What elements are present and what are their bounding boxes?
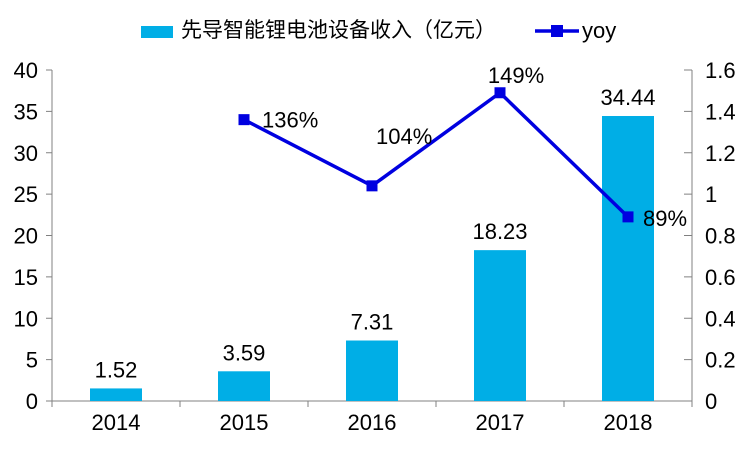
yoy-data-label: 136% [262,108,318,133]
x-axis-category-label: 2015 [220,410,269,435]
yoy-marker-2018 [622,211,634,223]
x-axis-category-label: 2018 [604,410,653,435]
yoy-marker-2015 [238,114,250,126]
left-axis-tick-label: 5 [26,348,38,373]
bar-data-label: 7.31 [351,310,394,335]
yoy-marker-2017 [494,87,506,99]
legend-line-swatch-icon [535,25,579,37]
x-axis-category-label: 2017 [476,410,525,435]
bar-data-label: 3.59 [223,340,266,365]
right-axis-tick-label: 0.8 [705,224,736,249]
bar-2017 [474,250,526,401]
right-axis-tick-label: 0.2 [705,348,736,373]
right-axis-tick-label: 1 [705,182,717,207]
bar-data-label: 18.23 [472,219,527,244]
bar-2016 [346,340,398,401]
bar-data-label: 1.52 [95,357,138,382]
left-axis-tick-label: 25 [14,182,38,207]
legend-bar-swatch-icon [141,26,173,38]
left-axis-tick-label: 15 [14,265,38,290]
bar-2018 [602,116,654,401]
yoy-data-label: 89% [643,206,687,231]
right-axis-tick-label: 0 [705,389,717,414]
left-axis-tick-label: 40 [14,58,38,83]
x-axis-category-label: 2014 [92,410,141,435]
right-axis-tick-label: 0.6 [705,265,736,290]
right-axis-tick-label: 1.6 [705,58,736,83]
left-axis-tick-label: 20 [14,224,38,249]
left-axis-tick-label: 30 [14,141,38,166]
bar-2015 [218,371,270,401]
yoy-line [243,90,630,219]
left-axis-tick-label: 35 [14,99,38,124]
bar-2014 [90,388,142,401]
yoy-marker-2016 [366,180,378,192]
bar-data-label: 34.44 [600,85,655,110]
left-axis-tick-label: 0 [26,389,38,414]
right-axis-tick-label: 1.4 [705,99,736,124]
yoy-data-label: 149% [488,63,544,88]
left-axis-tick-label: 10 [14,306,38,331]
legend-yoy-label: yoy [582,18,617,43]
right-axis-tick-label: 1.2 [705,141,736,166]
right-axis-tick-label: 0.4 [705,306,736,331]
yoy-data-label: 104% [376,124,432,149]
legend-revenue-label: 先导智能锂电池设备收入（亿元） [181,19,496,42]
x-axis-category-label: 2016 [348,410,397,435]
